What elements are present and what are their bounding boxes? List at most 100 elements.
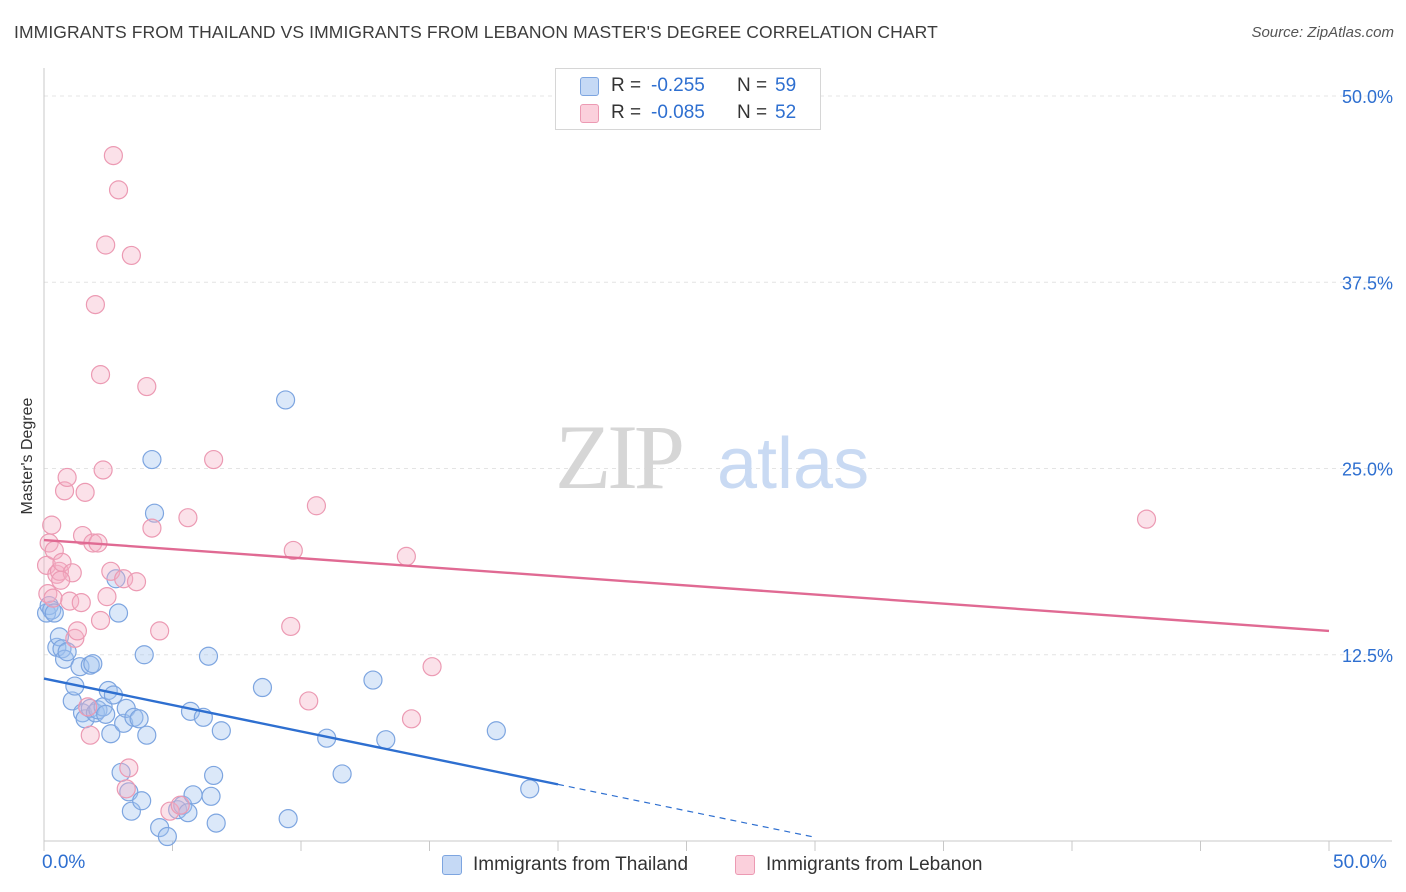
legend-label-lebanon: Immigrants from Lebanon bbox=[766, 854, 983, 875]
legend-row-thailand: R = -0.255 N = 59 bbox=[580, 73, 796, 99]
point-thailand bbox=[486, 721, 506, 741]
y-tick-label: 50.0% bbox=[1342, 87, 1393, 107]
correlation-legend: R = -0.255 N = 59 R = -0.085 N = 52 bbox=[555, 68, 821, 130]
point-thailand bbox=[137, 725, 157, 745]
point-lebanon bbox=[422, 657, 442, 677]
grid-lines bbox=[44, 95, 1392, 656]
point-lebanon bbox=[160, 801, 180, 821]
point-lebanon bbox=[204, 449, 224, 470]
point-lebanon bbox=[126, 572, 147, 592]
point-lebanon bbox=[90, 365, 111, 385]
point-thailand bbox=[157, 826, 177, 847]
trend-lines bbox=[43, 538, 1330, 838]
r-label: R = bbox=[611, 102, 642, 123]
point-lebanon bbox=[93, 460, 113, 480]
point-lebanon bbox=[108, 180, 129, 200]
legend-item-lebanon[interactable]: Immigrants from Lebanon bbox=[735, 852, 983, 878]
point-thailand bbox=[96, 704, 116, 724]
point-lebanon bbox=[75, 482, 95, 502]
trend-line-thailand-extension bbox=[557, 783, 816, 838]
r-value: -0.255 bbox=[651, 75, 705, 96]
watermark: ZIP atlas bbox=[555, 406, 869, 508]
point-lebanon bbox=[62, 563, 82, 583]
point-lebanon bbox=[281, 616, 301, 637]
y-tick-label: 37.5% bbox=[1342, 273, 1393, 293]
point-thailand bbox=[520, 779, 540, 799]
point-lebanon bbox=[306, 496, 327, 516]
y-tick-labels: 12.5% 25.0% 37.5% 50.0% bbox=[1342, 87, 1393, 666]
legend-swatch-lebanon bbox=[580, 103, 599, 123]
chart-title: IMMIGRANTS FROM THAILAND VS IMMIGRANTS F… bbox=[14, 22, 938, 42]
y-axis-label: Master's Degree bbox=[19, 397, 36, 515]
point-lebanon bbox=[170, 795, 190, 815]
point-lebanon bbox=[121, 245, 141, 266]
trend-line-lebanon bbox=[43, 538, 1330, 633]
point-lebanon bbox=[119, 758, 139, 778]
point-lebanon bbox=[67, 621, 88, 641]
point-thailand bbox=[85, 703, 106, 723]
point-lebanon bbox=[97, 587, 117, 607]
point-lebanon bbox=[85, 295, 106, 315]
point-lebanon bbox=[90, 610, 111, 631]
point-lebanon bbox=[78, 697, 98, 717]
point-thailand bbox=[201, 786, 221, 806]
r-label: R = bbox=[611, 75, 642, 96]
point-lebanon bbox=[71, 592, 91, 613]
legend-swatch-thailand bbox=[442, 855, 462, 875]
point-lebanon bbox=[80, 725, 100, 745]
watermark-zip: ZIP bbox=[555, 406, 682, 508]
point-thailand bbox=[114, 713, 134, 733]
point-thailand bbox=[44, 603, 64, 623]
point-thailand bbox=[83, 654, 103, 674]
point-lebanon bbox=[43, 588, 63, 608]
point-lebanon bbox=[137, 376, 157, 397]
point-thailand bbox=[206, 813, 226, 833]
point-thailand bbox=[376, 730, 396, 750]
point-lebanon bbox=[401, 709, 422, 729]
point-thailand bbox=[198, 646, 219, 666]
point-lebanon bbox=[116, 779, 136, 799]
point-thailand bbox=[278, 809, 298, 829]
point-thailand bbox=[204, 765, 224, 786]
point-thailand bbox=[49, 627, 70, 647]
point-lebanon bbox=[142, 518, 162, 538]
point-lebanon bbox=[178, 508, 198, 528]
legend-swatch-thailand bbox=[580, 76, 599, 96]
point-lebanon bbox=[96, 235, 116, 255]
y-tick-label: 12.5% bbox=[1342, 646, 1393, 666]
point-thailand bbox=[132, 791, 152, 811]
source-label: Source: ZipAtlas.com bbox=[1251, 24, 1394, 41]
point-lebanon bbox=[150, 621, 170, 641]
r-value: -0.085 bbox=[651, 102, 705, 123]
point-lebanon bbox=[72, 525, 93, 546]
y-tick-label: 25.0% bbox=[1342, 460, 1393, 480]
point-thailand bbox=[144, 503, 165, 523]
point-lebanon bbox=[65, 628, 85, 648]
x-tick-label-min: 0.0% bbox=[42, 852, 86, 873]
legend-row-lebanon: R = -0.085 N = 52 bbox=[580, 100, 796, 126]
n-value: 59 bbox=[775, 75, 797, 96]
point-lebanon bbox=[103, 146, 123, 166]
point-thailand bbox=[108, 603, 129, 623]
point-lebanon bbox=[57, 467, 77, 488]
watermark-atlas: atlas bbox=[717, 424, 869, 504]
point-thailand bbox=[121, 801, 141, 821]
point-lebanon bbox=[1136, 509, 1157, 529]
legend-item-thailand[interactable]: Immigrants from Thailand bbox=[442, 852, 688, 878]
point-thailand bbox=[332, 764, 352, 784]
point-thailand bbox=[142, 449, 162, 470]
x-tick-label-max: 50.0% bbox=[1333, 852, 1387, 873]
n-value: 52 bbox=[775, 102, 797, 123]
point-thailand bbox=[275, 390, 296, 410]
point-lebanon bbox=[299, 691, 319, 711]
point-thailand bbox=[129, 709, 149, 729]
legend-swatch-lebanon bbox=[735, 855, 755, 875]
n-label: N = bbox=[737, 102, 768, 123]
legend-label-thailand: Immigrants from Thailand bbox=[473, 854, 689, 875]
trend-line-thailand bbox=[43, 677, 559, 786]
point-lebanon bbox=[42, 515, 62, 535]
point-lebanon bbox=[396, 546, 416, 567]
point-thailand bbox=[252, 677, 273, 698]
point-thailand bbox=[211, 721, 231, 741]
